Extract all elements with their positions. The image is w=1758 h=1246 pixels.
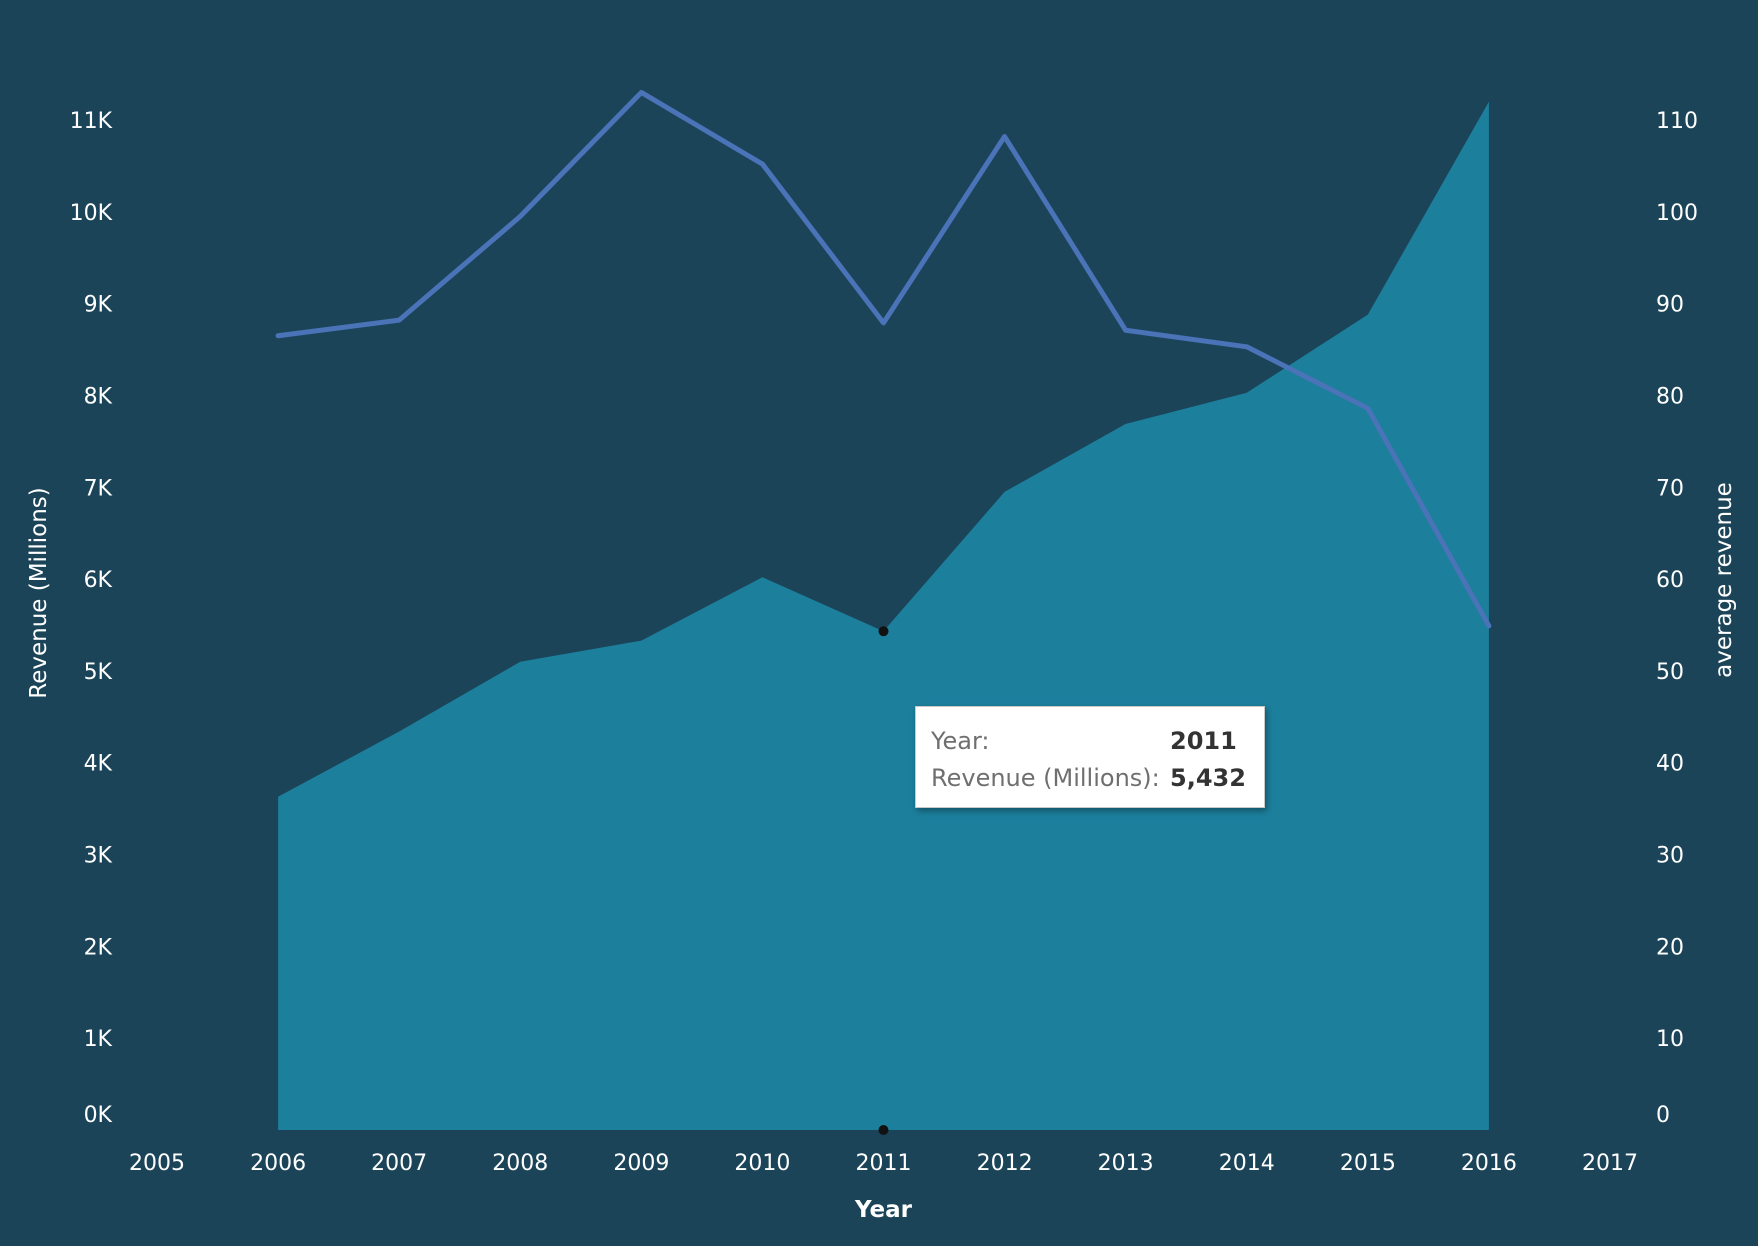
- tooltip-label: Revenue (Millions):: [931, 764, 1160, 792]
- tooltip-value: 5,432: [1170, 764, 1246, 792]
- hover-point: [878, 626, 889, 637]
- x-tick-label: 2014: [1219, 1151, 1275, 1176]
- y2-tick-label: 70: [1656, 476, 1684, 501]
- hover-baseline-point: [878, 1125, 889, 1135]
- y-tick-label: 6K: [84, 568, 113, 593]
- x-tick-label: 2008: [492, 1151, 548, 1176]
- tooltip-row-revenue: Revenue (Millions): 5,432: [931, 760, 1264, 797]
- y2-tick-label: 90: [1656, 293, 1684, 318]
- y-tick-label: 1K: [84, 1027, 113, 1052]
- y2-tick-label: 50: [1656, 660, 1684, 685]
- y2-tick-label: 110: [1656, 109, 1698, 134]
- y-tick-label: 2K: [84, 935, 113, 960]
- y-tick-label: 9K: [84, 293, 113, 318]
- x-tick-label: 2005: [129, 1151, 185, 1176]
- y-tick-label: 4K: [84, 752, 113, 777]
- x-tick-label: 2013: [1098, 1151, 1154, 1176]
- x-tick-label: 2015: [1340, 1151, 1396, 1176]
- y-tick-label: 3K: [84, 844, 113, 869]
- average-revenue-line: [275, 89, 1492, 629]
- y2-tick-label: 30: [1656, 844, 1684, 869]
- x-tick-label: 2006: [250, 1151, 306, 1176]
- tooltip: Year: 2011 Revenue (Millions): 5,432: [915, 706, 1265, 808]
- tooltip-value: 2011: [1170, 727, 1237, 755]
- x-axis-title: Year: [854, 1197, 913, 1223]
- y2-tick-label: 40: [1656, 752, 1684, 777]
- x-tick-label: 2012: [977, 1151, 1033, 1176]
- y2-tick-label: 80: [1656, 384, 1684, 409]
- y-axis-title: Revenue (Millions): [26, 487, 52, 698]
- y2-tick-label: 60: [1656, 568, 1684, 593]
- x-tick-label: 2010: [734, 1151, 790, 1176]
- y2-tick-label: 10: [1656, 1027, 1684, 1052]
- revenue-area: [278, 101, 1489, 1131]
- x-tick-label: 2009: [613, 1151, 669, 1176]
- x-tick-label: 2011: [856, 1151, 912, 1176]
- x-tick-label: 2016: [1461, 1151, 1517, 1176]
- y-tick-label: 0K: [84, 1103, 113, 1128]
- x-tick-label: 2017: [1582, 1151, 1638, 1176]
- y2-tick-label: 20: [1656, 935, 1684, 960]
- y-tick-label: 10K: [70, 201, 113, 226]
- y2-tick-label: 100: [1656, 201, 1698, 226]
- y-tick-label: 7K: [84, 476, 113, 501]
- y2-axis-title: average revenue: [1711, 482, 1737, 678]
- tooltip-label: Year:: [931, 727, 990, 755]
- y-tick-label: 5K: [84, 660, 113, 685]
- y2-tick-label: 0: [1656, 1103, 1670, 1128]
- x-tick-label: 2007: [371, 1151, 427, 1176]
- tooltip-row-year: Year: 2011: [931, 723, 1264, 760]
- y-tick-label: 8K: [84, 384, 113, 409]
- y-tick-label: 11K: [70, 109, 113, 134]
